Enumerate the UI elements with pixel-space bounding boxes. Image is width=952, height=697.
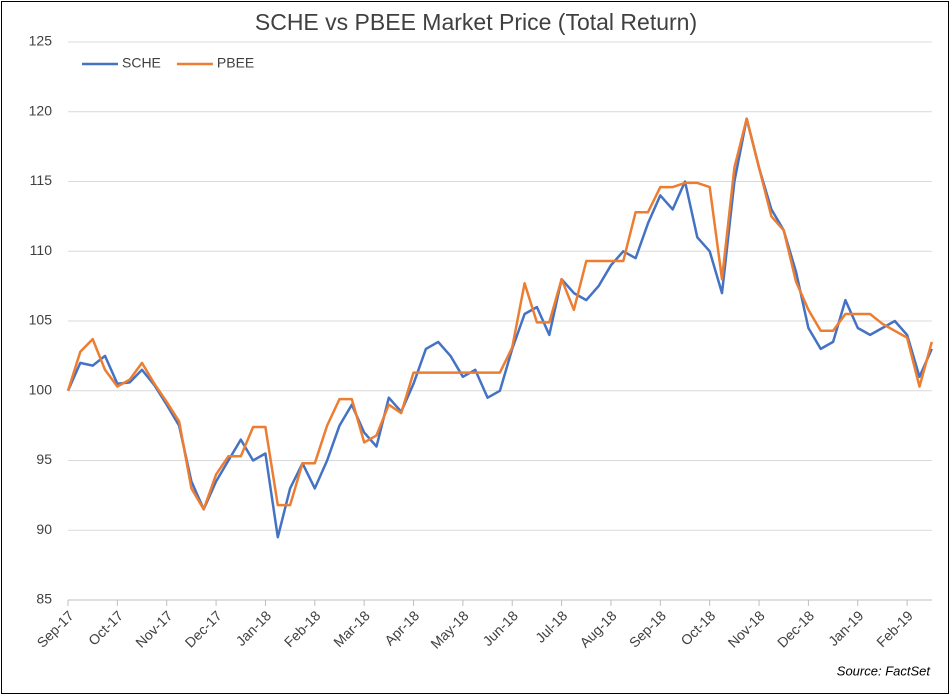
- y-tick-label: 110: [30, 242, 53, 258]
- series-line: [66, 117, 934, 511]
- y-tick-label: 120: [29, 102, 53, 118]
- chart-title: SCHE vs PBEE Market Price (Total Return): [255, 9, 697, 35]
- y-tick-label: 105: [29, 312, 53, 328]
- y-tick-label: 125: [29, 33, 53, 49]
- y-tick-label: 85: [36, 591, 52, 607]
- y-tick-label: 100: [29, 381, 53, 397]
- legend-label: PBEE: [217, 55, 254, 71]
- y-tick-label: 95: [36, 451, 52, 467]
- source-note: Source: FactSet: [837, 663, 932, 678]
- legend-label: SCHE: [122, 55, 161, 71]
- y-tick-label: 90: [36, 521, 52, 537]
- y-tick-label: 115: [30, 172, 53, 188]
